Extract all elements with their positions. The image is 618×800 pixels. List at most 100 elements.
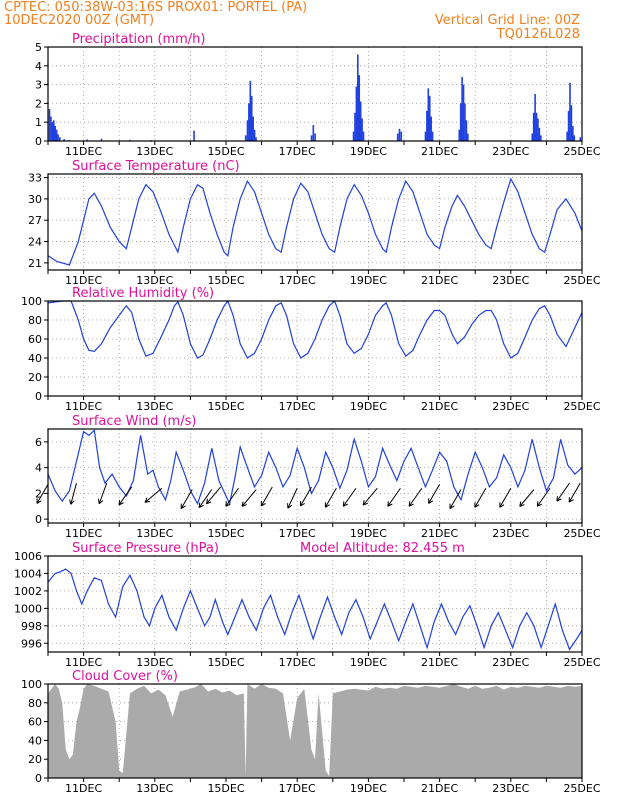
- wind-vector: [474, 487, 487, 508]
- y-tick-label: 0: [35, 772, 42, 785]
- y-tick-label: 40: [28, 734, 42, 747]
- y-tick-label: 5: [35, 41, 42, 54]
- panel-5: 996 998 1000 1002 1004 1006 11DEC 13DEC 15DEC 17D…: [14, 541, 601, 669]
- precip-bar: [465, 120, 468, 141]
- wind-vector: [428, 484, 441, 504]
- precip-bar: [573, 135, 576, 141]
- x-tick-label: 13DEC: [136, 782, 173, 795]
- y-tick-label: 30: [28, 193, 42, 206]
- y-tick-label: 27: [28, 214, 42, 227]
- y-tick-label: 80: [28, 314, 42, 327]
- precip-bar: [426, 110, 428, 141]
- x-tick-label: 23DEC: [492, 527, 529, 540]
- x-tick-label: 17DEC: [279, 274, 316, 287]
- wind-vector: [241, 489, 257, 507]
- precip-bar: [252, 116, 254, 141]
- wind-vector: [97, 482, 108, 505]
- precip-bar: [354, 112, 356, 141]
- precip-bar: [52, 120, 55, 141]
- wind-vector: [198, 489, 213, 508]
- precip-bar: [51, 122, 54, 141]
- panel-frame: [47, 173, 583, 271]
- x-tick-label: 21DEC: [421, 527, 458, 540]
- wind-vector: [387, 487, 401, 507]
- y-tick-label: 2: [35, 487, 42, 500]
- precip-bar: [86, 139, 89, 141]
- x-tick-label: 21DEC: [421, 656, 458, 669]
- x-tick-label: 19DEC: [350, 400, 387, 413]
- panel-frame: [47, 555, 583, 653]
- precip-bar: [569, 82, 571, 141]
- x-tick-label: 13DEC: [136, 274, 173, 287]
- panel-title: Precipitation (mm/h): [72, 32, 205, 47]
- wind-vector: [408, 487, 423, 507]
- wind-vector: [299, 486, 312, 507]
- x-tick-label: 11DEC: [65, 656, 102, 669]
- y-tick-label: 60: [28, 333, 42, 346]
- precip-bar: [355, 86, 358, 141]
- series-line: [47, 177, 583, 266]
- x-tick-label: 25DEC: [563, 656, 600, 669]
- x-tick-label: 21DEC: [421, 400, 458, 413]
- precip-bar: [312, 125, 315, 141]
- wind-vector: [519, 489, 535, 507]
- precip-bar: [57, 134, 59, 141]
- x-tick-label: 17DEC: [279, 145, 316, 158]
- precip-bar: [461, 77, 463, 141]
- x-tick-label: 17DEC: [279, 400, 316, 413]
- precip-bar: [566, 131, 568, 141]
- header-station: CPTEC: 050:38W-03:16S PROX01: PORTEL (PA…: [4, 0, 308, 15]
- x-tick-label: 23DEC: [492, 656, 529, 669]
- panel-frame: [47, 683, 583, 779]
- wind-vector: [69, 482, 77, 505]
- precip-bar: [396, 133, 399, 141]
- x-tick-label: 15DEC: [207, 274, 244, 287]
- y-tick-label: 996: [21, 637, 42, 650]
- precip-bar: [428, 95, 431, 141]
- x-tick-label: 19DEC: [350, 782, 387, 795]
- panel-title: Surface Pressure (hPa): [72, 541, 219, 556]
- y-tick-label: 21: [28, 257, 42, 270]
- y-tick-label: 24: [28, 236, 42, 249]
- wind-vector: [118, 486, 133, 506]
- panel-frame: [47, 300, 583, 397]
- panel-title: Surface Wind (m/s): [72, 414, 196, 429]
- panel-1: 0 1 2 3 4 5 11DEC 13DEC 15DEC 17DEC 19DEC 21DEC 23DE…: [35, 32, 601, 158]
- panel-3: 0 20 40 60 80 100 11DEC 13DEC 15DEC 17DEC 19DEC 21D…: [21, 286, 601, 413]
- precip-bar: [357, 54, 359, 141]
- precip-bar: [63, 139, 65, 141]
- precip-bar: [534, 94, 536, 141]
- wind-vector: [144, 487, 163, 503]
- panel-frame: [47, 428, 583, 524]
- x-tick-label: 19DEC: [350, 656, 387, 669]
- x-tick-label: 15DEC: [207, 145, 244, 158]
- precip-bar: [314, 133, 316, 141]
- precip-bar: [540, 135, 542, 141]
- y-tick-label: 1000: [14, 602, 42, 615]
- precip-bar: [535, 112, 538, 141]
- precip-bar: [249, 80, 252, 141]
- precip-bar: [424, 131, 427, 141]
- x-tick-label: 11DEC: [65, 145, 102, 158]
- precip-bar: [462, 84, 465, 141]
- wind-vector: [206, 486, 222, 505]
- precip-bar: [248, 103, 250, 141]
- y-tick-label: 1002: [14, 585, 42, 598]
- header-date: 10DEC2020 00Z (GMT): [4, 13, 155, 28]
- x-tick-label: 13DEC: [136, 656, 173, 669]
- x-tick-label: 11DEC: [65, 782, 102, 795]
- x-tick-label: 21DEC: [421, 145, 458, 158]
- wind-vector: [556, 482, 570, 502]
- y-tick-label: 998: [21, 620, 42, 633]
- wind-vector: [568, 482, 581, 503]
- precip-bar: [538, 127, 541, 141]
- x-tick-label: 21DEC: [421, 274, 458, 287]
- x-tick-label: 25DEC: [563, 782, 600, 795]
- wind-vector: [536, 487, 551, 507]
- precip-bar: [359, 101, 362, 141]
- y-tick-label: 20: [28, 753, 42, 766]
- y-tick-label: 4: [35, 462, 42, 475]
- x-tick-label: 17DEC: [279, 782, 316, 795]
- y-tick-label: 0: [35, 390, 42, 403]
